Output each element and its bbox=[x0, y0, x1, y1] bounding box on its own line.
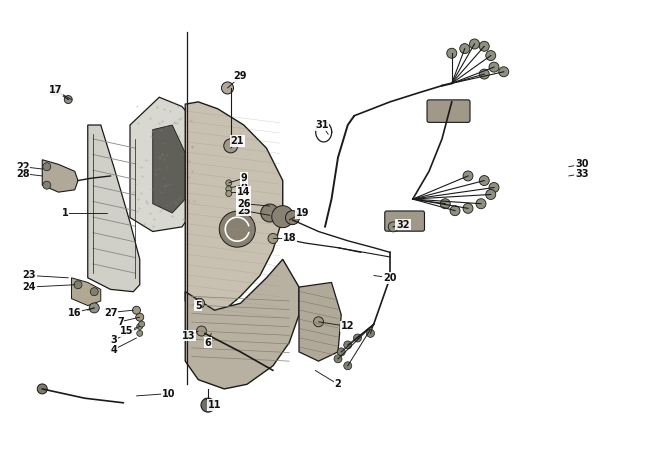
Circle shape bbox=[489, 62, 499, 72]
Circle shape bbox=[499, 67, 509, 77]
Circle shape bbox=[219, 211, 255, 247]
Text: 9: 9 bbox=[240, 173, 247, 183]
Text: 15: 15 bbox=[120, 326, 133, 336]
Text: 28: 28 bbox=[16, 169, 29, 179]
Circle shape bbox=[272, 206, 294, 228]
Circle shape bbox=[285, 211, 300, 225]
Circle shape bbox=[479, 69, 489, 79]
Circle shape bbox=[344, 362, 352, 370]
Polygon shape bbox=[185, 102, 283, 315]
Text: 22: 22 bbox=[16, 162, 29, 172]
FancyBboxPatch shape bbox=[385, 211, 424, 231]
Circle shape bbox=[50, 85, 60, 95]
Circle shape bbox=[196, 326, 207, 336]
Circle shape bbox=[334, 355, 342, 363]
Circle shape bbox=[469, 39, 480, 49]
Text: 32: 32 bbox=[396, 219, 410, 230]
Text: 17: 17 bbox=[49, 85, 62, 95]
Text: 27: 27 bbox=[104, 307, 117, 318]
FancyBboxPatch shape bbox=[427, 100, 470, 122]
Text: 14: 14 bbox=[237, 187, 250, 197]
Circle shape bbox=[136, 324, 143, 329]
Circle shape bbox=[90, 288, 98, 296]
Text: 6: 6 bbox=[205, 338, 211, 348]
Text: 13: 13 bbox=[182, 331, 195, 341]
Circle shape bbox=[388, 222, 398, 232]
Text: 18: 18 bbox=[283, 233, 296, 244]
Circle shape bbox=[476, 199, 486, 209]
Text: 31: 31 bbox=[315, 120, 328, 130]
Circle shape bbox=[136, 331, 143, 336]
Polygon shape bbox=[72, 278, 101, 306]
Circle shape bbox=[450, 206, 460, 216]
Polygon shape bbox=[88, 125, 140, 292]
Circle shape bbox=[226, 186, 232, 192]
Text: 33: 33 bbox=[575, 169, 588, 179]
Circle shape bbox=[447, 48, 457, 58]
Text: 29: 29 bbox=[234, 71, 247, 81]
Circle shape bbox=[64, 95, 72, 104]
Circle shape bbox=[224, 139, 238, 153]
Text: 7: 7 bbox=[117, 317, 124, 327]
Circle shape bbox=[43, 181, 51, 189]
Circle shape bbox=[313, 317, 324, 327]
Text: 12: 12 bbox=[341, 321, 354, 332]
Circle shape bbox=[463, 171, 473, 181]
Polygon shape bbox=[42, 160, 78, 192]
Text: 10: 10 bbox=[162, 388, 176, 399]
Text: 25: 25 bbox=[237, 206, 250, 216]
Circle shape bbox=[226, 180, 232, 186]
Text: 1: 1 bbox=[62, 208, 68, 218]
Polygon shape bbox=[185, 259, 299, 389]
Text: 2: 2 bbox=[335, 379, 341, 389]
Text: 26: 26 bbox=[237, 199, 250, 209]
Text: 3: 3 bbox=[111, 335, 117, 345]
Circle shape bbox=[138, 321, 145, 327]
Text: 19: 19 bbox=[296, 208, 309, 218]
Text: 8: 8 bbox=[240, 180, 247, 190]
Circle shape bbox=[479, 41, 489, 51]
Text: 5: 5 bbox=[195, 300, 202, 311]
Circle shape bbox=[37, 384, 47, 394]
Circle shape bbox=[133, 306, 140, 314]
Circle shape bbox=[201, 398, 215, 412]
Text: 20: 20 bbox=[384, 273, 396, 283]
Text: 16: 16 bbox=[68, 307, 81, 318]
Circle shape bbox=[222, 82, 233, 94]
Polygon shape bbox=[130, 97, 208, 232]
Circle shape bbox=[489, 182, 499, 193]
Polygon shape bbox=[153, 125, 185, 213]
Circle shape bbox=[268, 233, 278, 244]
Text: 11: 11 bbox=[208, 400, 221, 410]
Text: 23: 23 bbox=[23, 270, 36, 281]
Circle shape bbox=[337, 348, 345, 356]
Circle shape bbox=[136, 313, 144, 321]
Polygon shape bbox=[299, 282, 341, 361]
Circle shape bbox=[479, 175, 489, 186]
Circle shape bbox=[367, 329, 374, 338]
Circle shape bbox=[261, 204, 279, 222]
Circle shape bbox=[354, 334, 361, 342]
Circle shape bbox=[463, 203, 473, 213]
Circle shape bbox=[89, 303, 99, 313]
Circle shape bbox=[344, 341, 352, 349]
Circle shape bbox=[194, 298, 205, 308]
Text: 30: 30 bbox=[575, 159, 588, 169]
Text: 24: 24 bbox=[23, 282, 36, 292]
Circle shape bbox=[486, 50, 496, 61]
Circle shape bbox=[460, 44, 470, 54]
Circle shape bbox=[226, 191, 232, 196]
Text: 4: 4 bbox=[111, 344, 117, 355]
Circle shape bbox=[43, 163, 51, 171]
Circle shape bbox=[486, 189, 496, 200]
Circle shape bbox=[440, 199, 450, 209]
Circle shape bbox=[74, 281, 82, 289]
Text: 21: 21 bbox=[231, 136, 244, 146]
